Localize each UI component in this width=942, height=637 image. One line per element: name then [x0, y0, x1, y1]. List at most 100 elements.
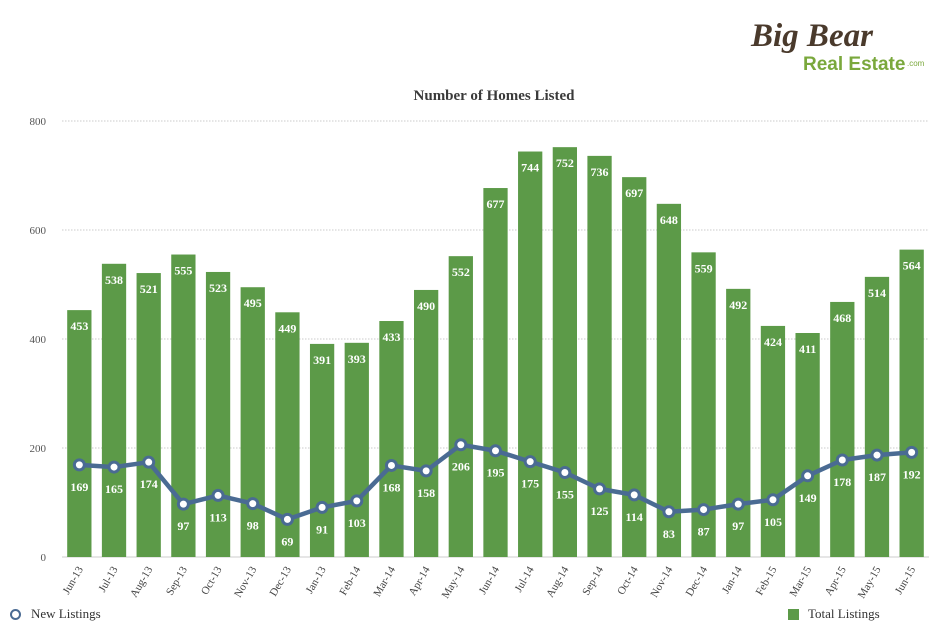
- bar-total-listings: [67, 310, 92, 557]
- point-new-listings: [107, 460, 121, 474]
- x-tick-label: Mar-15: [787, 564, 814, 599]
- legend-total-listings: Total Listings: [788, 606, 880, 622]
- line-data-label: 175: [521, 477, 539, 491]
- line-data-label: 158: [417, 486, 435, 500]
- point-new-listings: [142, 455, 156, 469]
- bar-total-listings: [205, 271, 231, 557]
- bar-data-label: 744: [521, 161, 539, 175]
- logo-line2: Real Estate: [803, 54, 905, 75]
- x-tick-label: Feb-14: [337, 564, 363, 597]
- line-data-label: 114: [626, 510, 643, 524]
- line-data-label: 174: [140, 477, 158, 491]
- bar-data-label: 523: [209, 281, 227, 295]
- bar-total-listings: [864, 276, 890, 557]
- bar-data-label: 648: [660, 213, 678, 227]
- legend-total-label: Total Listings: [808, 606, 880, 621]
- bar-total-listings: [101, 263, 127, 557]
- bar-data-label: 736: [591, 165, 609, 179]
- x-tick-label: Feb-15: [754, 564, 780, 597]
- y-tick-label: 200: [30, 443, 47, 455]
- legend-new-listings: New Listings: [10, 606, 101, 622]
- x-tick-label: Oct-13: [199, 564, 225, 597]
- bar-total-listings: [414, 289, 439, 557]
- point-new-listings: [176, 497, 190, 511]
- bar-total-listings: [726, 288, 751, 557]
- bar-data-label: 495: [244, 296, 262, 310]
- x-tick-label: Nov-14: [648, 564, 675, 600]
- bar-total-listings: [171, 254, 196, 557]
- point-new-listings: [697, 503, 711, 517]
- legend-circle-icon: [10, 608, 21, 620]
- legend-square-icon: [788, 608, 799, 620]
- point-new-listings: [523, 455, 537, 469]
- bar-data-label: 521: [140, 282, 158, 296]
- point-new-listings: [627, 488, 641, 502]
- x-tick-label: Aug-14: [544, 564, 571, 600]
- x-tick-label: Sep-14: [580, 564, 606, 597]
- line-data-label: 125: [591, 504, 609, 518]
- point-new-listings: [315, 500, 329, 514]
- bar-total-listings: [309, 343, 335, 557]
- line-data-label: 87: [698, 525, 710, 539]
- point-new-listings: [870, 448, 884, 462]
- x-tick-label: Jun-13: [61, 564, 87, 596]
- point-new-listings: [766, 493, 780, 507]
- point-new-listings: [731, 497, 745, 511]
- bar-total-listings: [240, 287, 265, 557]
- bar-data-label: 411: [799, 342, 816, 356]
- point-new-listings: [280, 512, 294, 526]
- x-tick-label: Oct-14: [615, 564, 641, 597]
- line-data-label: 83: [663, 527, 675, 541]
- x-tick-label: Jul-13: [96, 564, 120, 594]
- bar-total-listings: [483, 188, 508, 557]
- line-data-label: 206: [452, 460, 470, 474]
- line-data-label: 97: [732, 519, 744, 533]
- x-tick-label: Nov-13: [232, 564, 259, 600]
- point-new-listings: [905, 445, 919, 459]
- bar-data-label: 424: [764, 335, 782, 349]
- point-new-listings: [593, 482, 607, 496]
- bar-data-label: 559: [695, 261, 713, 275]
- point-new-listings: [489, 444, 502, 458]
- x-tick-label: Apr-15: [823, 564, 849, 598]
- line-data-label: 169: [70, 480, 88, 494]
- bar-total-listings: [795, 333, 820, 557]
- logo-line1: Big Bear: [750, 18, 874, 54]
- line-data-label: 97: [177, 519, 189, 533]
- point-new-listings: [384, 458, 398, 472]
- bar-total-listings: [899, 249, 924, 557]
- point-new-listings: [211, 488, 225, 502]
- point-new-listings: [350, 494, 364, 508]
- bar-data-label: 492: [729, 298, 747, 312]
- bar-data-label: 514: [868, 286, 886, 300]
- bar-data-label: 564: [903, 259, 921, 273]
- point-new-listings: [246, 497, 260, 511]
- point-new-listings: [72, 458, 86, 472]
- y-tick-label: 600: [30, 225, 47, 237]
- line-data-label: 195: [487, 466, 505, 480]
- bar-total-listings: [587, 155, 612, 557]
- y-tick-label: 400: [30, 334, 47, 346]
- point-new-listings: [662, 505, 676, 519]
- bar-data-label: 391: [313, 353, 331, 367]
- bar-total-listings: [136, 273, 161, 557]
- x-tick-label: Jun-14: [477, 564, 503, 596]
- x-tick-label: Jan-14: [720, 564, 745, 596]
- x-tick-label: Dec-14: [684, 564, 711, 598]
- line-data-label: 187: [868, 470, 886, 484]
- x-tick-label: May-14: [440, 564, 468, 601]
- line-data-label: 149: [799, 491, 817, 505]
- line-data-label: 105: [764, 515, 782, 529]
- x-tick-label: Mar-14: [371, 564, 398, 599]
- point-new-listings: [558, 466, 572, 480]
- point-new-listings: [454, 438, 468, 452]
- point-new-listings: [835, 453, 849, 467]
- bar-data-label: 752: [556, 156, 574, 170]
- y-tick-label: 0: [41, 552, 47, 564]
- big-bear-real-estate-logo: Big Bear Real Estate .com: [750, 18, 925, 75]
- x-tick-label: Aug-13: [128, 564, 155, 600]
- y-tick-label: 800: [30, 116, 47, 128]
- x-tick-label: Apr-14: [407, 564, 433, 598]
- point-new-listings: [801, 469, 815, 483]
